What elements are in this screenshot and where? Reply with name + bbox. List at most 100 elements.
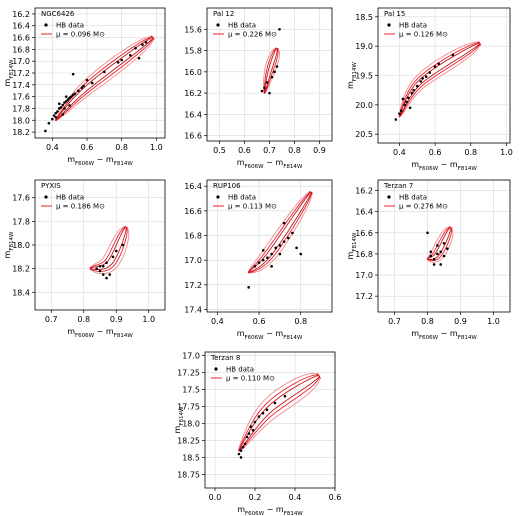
hb-point xyxy=(412,88,415,92)
density-contour xyxy=(398,42,481,118)
legend-label-hb: HB data xyxy=(228,194,256,202)
legend-label-mu: μ = 0.113 M⊙ xyxy=(228,203,277,211)
x-axis-label: mF606W − mF814W xyxy=(237,158,303,170)
hb-point xyxy=(63,107,66,110)
x-tick-label: 0.6 xyxy=(253,317,266,326)
hb-point xyxy=(278,252,282,256)
x-tick-label: 0.4 xyxy=(46,143,59,152)
hb-point xyxy=(261,258,265,262)
y-tick-label: 16.2 xyxy=(184,89,202,98)
hb-point xyxy=(253,265,257,268)
density-contour xyxy=(89,226,128,272)
hb-point xyxy=(424,75,428,78)
x-tick-label: 0.9 xyxy=(454,317,467,326)
y-tick-label: 20.0 xyxy=(355,101,373,110)
density-contour xyxy=(55,36,154,122)
y-tick-label: 16.4 xyxy=(355,208,373,217)
hb-point xyxy=(73,92,77,95)
x-tick-label: 0.5 xyxy=(213,146,226,155)
hb-point xyxy=(120,58,123,62)
hb-point xyxy=(265,408,269,412)
hb-point xyxy=(54,116,58,119)
plot-frame xyxy=(377,179,511,313)
y-tick-label: 18.2 xyxy=(12,128,30,137)
density-contour xyxy=(238,374,321,452)
plot-frame xyxy=(204,351,336,489)
y-tick-label: 17.25 xyxy=(177,368,200,377)
x-tick-label: 0.4 xyxy=(289,493,302,502)
x-tick-label: 0.8 xyxy=(464,148,477,157)
y-tick-label: 18.0 xyxy=(12,116,30,125)
panel-rup106: 0.4 0.6 0.8 16.4 16.6 16.8 17.0 17.2 17.4 mF606W … xyxy=(184,179,333,341)
x-tick-label: 0.0 xyxy=(209,493,222,502)
hb-point xyxy=(428,71,432,74)
hb-point xyxy=(243,442,247,446)
hb-point xyxy=(275,65,279,68)
y-tick-label: 18.75 xyxy=(177,470,200,479)
hb-point xyxy=(286,236,290,240)
y-tick-label: 19.5 xyxy=(355,72,373,81)
panel-terzan-8: 0.0 0.2 0.4 0.6 17.0 17.25 17.5 17.75 18.0 18.25 1… xyxy=(173,351,341,516)
y-tick-label: 18.5 xyxy=(355,13,373,22)
legend-title: RUP106 xyxy=(213,182,241,190)
hb-point xyxy=(408,106,412,110)
hb-point xyxy=(68,104,71,107)
x-tick-label: 1.0 xyxy=(142,315,155,324)
hb-point xyxy=(433,65,437,68)
hb-point xyxy=(426,231,429,235)
hb-point xyxy=(116,61,120,64)
hb-point xyxy=(249,425,253,429)
x-axis-label: mF606W − mF814W xyxy=(67,327,133,339)
hb-point xyxy=(419,80,423,83)
y-tick-label: 16.8 xyxy=(184,232,202,241)
hb-point xyxy=(446,247,449,250)
x-tick-label: 0.6 xyxy=(329,493,342,502)
x-tick-label: 0.9 xyxy=(110,315,123,324)
x-tick-label: 0.4 xyxy=(211,317,224,326)
hb-point xyxy=(282,221,286,225)
hb-point xyxy=(247,286,250,289)
y-tick-label: 16.2 xyxy=(12,10,30,19)
legend-title: PYXIS xyxy=(41,182,61,190)
legend-marker-hb xyxy=(216,23,220,27)
hb-point xyxy=(64,95,68,98)
x-tick-label: 0.8 xyxy=(294,317,307,326)
y-tick-label: 20.5 xyxy=(355,130,373,139)
hb-point xyxy=(64,100,68,103)
y-tick-label: 17.6 xyxy=(12,194,30,203)
hb-point xyxy=(265,81,269,84)
density-contour xyxy=(398,41,482,118)
y-tick-label: 17.4 xyxy=(12,81,30,90)
hb-point xyxy=(405,100,408,104)
hb-point xyxy=(239,456,243,459)
hb-point xyxy=(57,102,61,106)
x-tick-label: 0.9 xyxy=(313,146,326,155)
legend-label-mu: μ = 0.126 M⊙ xyxy=(399,31,448,39)
hb-point xyxy=(260,89,264,93)
hb-point xyxy=(108,273,112,276)
legend-marker-hb xyxy=(387,195,391,199)
y-axis-label: mF814W xyxy=(3,59,15,86)
hb-point xyxy=(253,420,257,424)
hb-point xyxy=(134,46,137,50)
y-tick-label: 16.2 xyxy=(355,187,373,196)
hb-point xyxy=(241,445,245,449)
x-tick-label: 0.7 xyxy=(263,146,276,155)
hb-point xyxy=(56,110,59,113)
x-tick-label: 0.6 xyxy=(429,148,442,157)
hb-point xyxy=(394,118,398,121)
hb-point xyxy=(90,81,94,85)
x-tick-label: 0.8 xyxy=(421,317,434,326)
y-axis-label: mF814W xyxy=(173,406,185,433)
hb-point xyxy=(283,394,287,398)
x-axis-label: mF606W − mF814W xyxy=(411,329,477,341)
hb-point xyxy=(121,243,125,247)
x-tick-label: 0.8 xyxy=(77,315,90,324)
panel-pyxis: 0.7 0.8 0.9 1.0 17.6 17.8 18.0 18.2 18.4 mF606W −… xyxy=(3,179,166,339)
y-tick-label: 17.6 xyxy=(12,93,30,102)
hb-point xyxy=(247,432,251,435)
hb-point xyxy=(105,276,108,280)
density-contour xyxy=(263,47,279,94)
y-tick-label: 17.75 xyxy=(177,402,200,411)
